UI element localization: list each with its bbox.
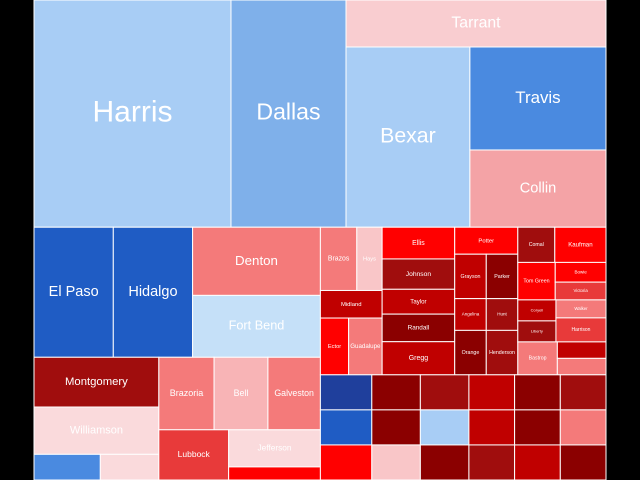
tile: [192, 294, 321, 358]
tile-label: Ector: [328, 344, 341, 350]
tile: [228, 466, 321, 480]
tile: [33, 356, 160, 408]
tile: [192, 226, 321, 296]
tile: [348, 317, 383, 376]
tile-label: Tarrant: [451, 15, 501, 32]
tile-label: Hidalgo: [128, 284, 177, 300]
tile: [371, 444, 421, 480]
tile-label: Randall: [408, 325, 430, 332]
tile-label: Comal: [529, 242, 544, 248]
tile: [345, 0, 607, 48]
tile-label: El Paso: [49, 284, 99, 300]
tile-label: Bastrop: [529, 356, 547, 362]
tile-label: Galveston: [274, 388, 314, 398]
tile: [319, 409, 373, 446]
tile: [267, 356, 321, 431]
tile: [381, 258, 456, 290]
tile: [469, 46, 607, 151]
tile: [33, 453, 101, 480]
tile-label: Angelina: [462, 312, 480, 317]
tile-label: Montgomery: [65, 376, 128, 388]
tile-label: Ellis: [412, 240, 425, 247]
tile: [485, 253, 519, 300]
tile: [381, 313, 456, 343]
tile: [33, 406, 160, 455]
tile: [555, 317, 607, 343]
tile-label: Midland: [341, 302, 362, 308]
tile-label: Williamson: [70, 425, 123, 437]
tile: [517, 226, 556, 263]
tile: [419, 374, 470, 411]
tile: [514, 444, 561, 480]
tile-label: Travis: [515, 88, 560, 107]
tile-label: Henderson: [489, 350, 515, 356]
tile: [33, 226, 114, 358]
tile: [319, 226, 358, 291]
tile: [554, 226, 607, 263]
tile-label: Denton: [235, 253, 278, 268]
tile: [559, 409, 607, 446]
tile-label: Fort Bend: [229, 319, 285, 333]
tile-label: Collin: [520, 180, 557, 196]
tile: [213, 356, 269, 431]
tile: [381, 341, 456, 376]
tile-label: Grayson: [460, 274, 480, 280]
tile: [514, 409, 561, 446]
tile-label: Victoria: [573, 288, 588, 293]
tile: [514, 374, 561, 411]
tile: [468, 374, 516, 411]
tile: [419, 409, 470, 446]
tile: [559, 444, 607, 480]
tile-label: Kaufman: [568, 241, 592, 248]
tile: [99, 453, 160, 480]
tile-label: Bexar: [380, 124, 436, 148]
tile-label: Potter: [478, 238, 494, 244]
tile: [319, 444, 373, 480]
tile-label: Guadalupe: [350, 343, 381, 350]
tile: [371, 374, 421, 411]
tile-label: Hays: [363, 256, 376, 262]
tile: [419, 444, 470, 480]
tile-label: Brazoria: [170, 388, 204, 398]
tile: [158, 429, 230, 480]
tile: [158, 356, 215, 431]
tile: [469, 149, 607, 228]
tile-label: Bell: [234, 388, 249, 398]
tile: [454, 298, 487, 331]
tile-label: Jefferson: [258, 443, 292, 453]
tile: [319, 317, 350, 376]
tile-label: Gregg: [409, 355, 429, 362]
tile: [345, 46, 471, 228]
tile-label: Bowie: [574, 269, 587, 274]
tile-label: Parker: [494, 274, 510, 280]
tile-label: Orange: [462, 350, 480, 356]
tile-label: Lubbock: [178, 449, 211, 459]
tile-label: Coryell: [531, 307, 544, 312]
tile-label: Johnson: [406, 271, 432, 278]
tile: [454, 329, 487, 376]
tile: [33, 0, 232, 228]
tile: [559, 374, 607, 411]
tile-label: Harrison: [572, 327, 591, 333]
tile-label: Taylor: [410, 298, 426, 305]
tile: [319, 374, 373, 411]
tile-label: Tom Green: [523, 279, 549, 285]
tile-label: Harris: [92, 96, 172, 129]
tile: [468, 444, 516, 480]
tile: [556, 341, 607, 359]
tile: [371, 409, 421, 446]
tile: [468, 409, 516, 446]
tile-label: Hunt: [497, 312, 507, 317]
tile-label: Brazos: [328, 256, 350, 263]
tile: [381, 226, 456, 260]
tile: [228, 429, 321, 468]
tile-label: Dallas: [256, 99, 320, 125]
tile-label: Walker: [574, 306, 588, 311]
tile: [556, 357, 607, 376]
tile-label: Liberty: [531, 328, 543, 333]
tile: [230, 0, 347, 228]
tile: [319, 289, 383, 319]
